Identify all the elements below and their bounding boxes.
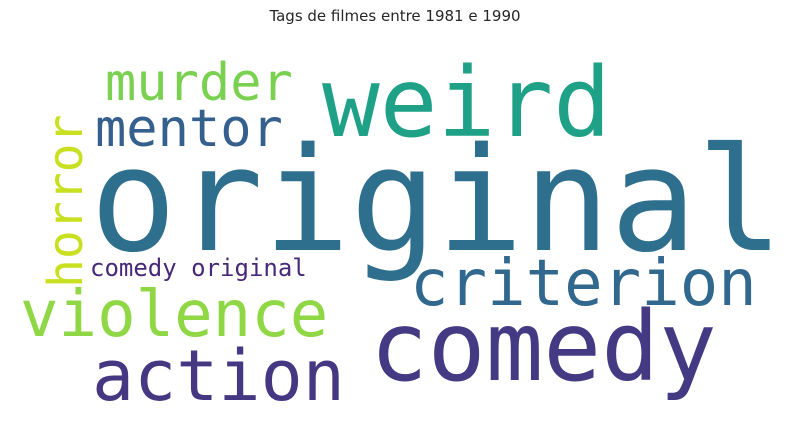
word-murder: murder <box>105 53 293 113</box>
word-criterion: criterion <box>410 247 757 321</box>
word-comedy-original: comedy original <box>90 254 307 282</box>
word-horror: horror <box>38 115 94 288</box>
word-weird: weird <box>322 47 611 159</box>
chart-title: Tags de filmes entre 1981 e 1990 <box>269 7 521 25</box>
word-mentor: mentor <box>95 99 283 159</box>
word-comedy: comedy <box>370 291 717 403</box>
word-violence: violence <box>20 278 328 352</box>
word-action: action <box>92 335 345 417</box>
word-cloud: original weird comedy criterion action v… <box>20 47 780 417</box>
word-original: original <box>90 116 780 284</box>
